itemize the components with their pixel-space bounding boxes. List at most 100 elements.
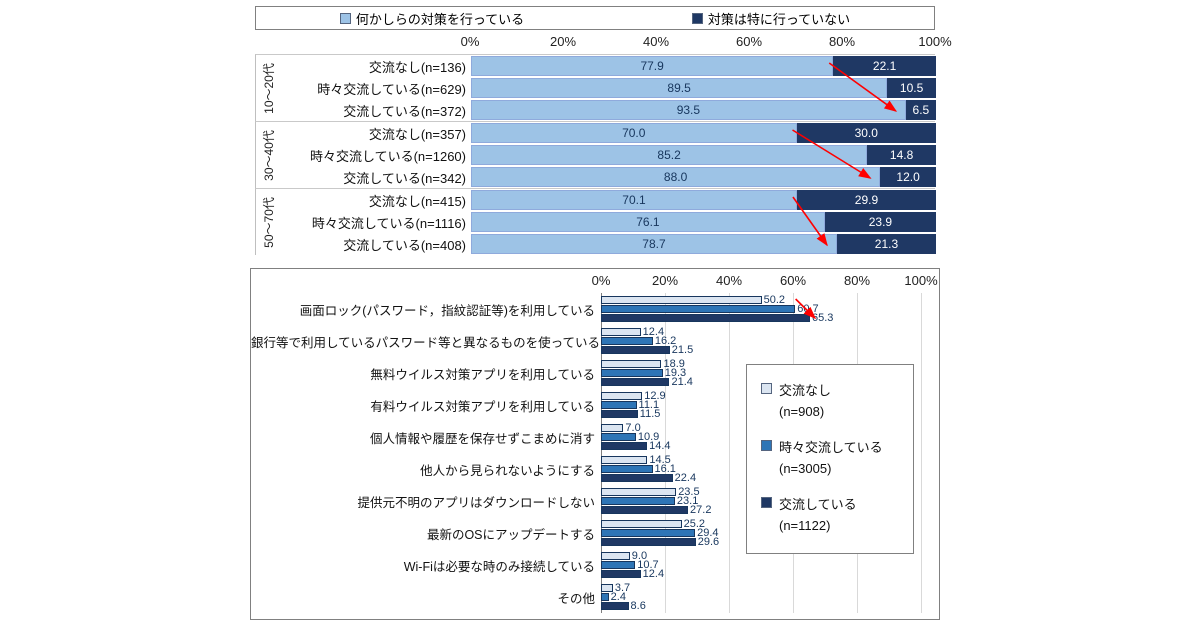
bar-row: 23.5 bbox=[601, 485, 921, 498]
bar bbox=[601, 456, 648, 464]
bar-row: 18.9 bbox=[601, 358, 921, 369]
bar-value: 11.5 bbox=[639, 407, 661, 420]
bar-value: 23.5 bbox=[678, 485, 700, 498]
bar bbox=[601, 424, 624, 432]
stacked-bar: 76.1 23.9 bbox=[471, 212, 936, 232]
category-label: Wi-Fiは必要な時のみ接続している bbox=[403, 559, 595, 574]
axis-tick: 80% bbox=[843, 273, 871, 288]
category-row: 有料ウイルス対策アプリを利用している 12.9 11.1 11.5 bbox=[251, 389, 929, 421]
legend-item: 対策は特に行っていない bbox=[691, 9, 851, 28]
bar-row: 7.0 bbox=[601, 421, 921, 434]
category-row: 無料ウイルス対策アプリを利用している 18.9 19.3 21.4 bbox=[251, 357, 929, 389]
stacked-bar-row: 交流なし(n=415) 70.1 29.9 bbox=[280, 189, 936, 211]
axis-tick: 0% bbox=[460, 34, 480, 49]
age-group-label: 50～70代 bbox=[261, 196, 276, 248]
bar-segment: 70.1 bbox=[471, 190, 797, 210]
category-label: 提供元不明のアプリはダウンロードしない bbox=[357, 495, 595, 510]
bar bbox=[601, 538, 696, 546]
bottom-grouped-chart: 0% 20% 40% 60% 80% 100% 画面ロック(パスワード，指紋認証等)を利用… bbox=[250, 268, 940, 620]
legend-sample-size: (n=1122) bbox=[779, 518, 831, 534]
bar-value: 27.2 bbox=[690, 503, 712, 516]
bar-segment: 76.1 bbox=[471, 212, 825, 232]
bar-row: 10.9 bbox=[601, 431, 921, 442]
age-group: 30～40代 交流なし(n=357) 70.0 30.0 時々交流している(n=1260… bbox=[255, 121, 936, 188]
bar-value: 16.2 bbox=[654, 334, 677, 347]
bar bbox=[601, 401, 637, 409]
legend-label: 何かしらの対策を行っている bbox=[355, 11, 525, 27]
category-row: 他人から見られないようにする 14.5 16.1 22.4 bbox=[251, 453, 929, 485]
bar-segment: 23.9 bbox=[824, 212, 936, 232]
bar-segment: 89.5 bbox=[471, 78, 888, 98]
bar-segment: 14.8 bbox=[867, 145, 936, 165]
stacked-bar-row: 交流なし(n=357) 70.0 30.0 bbox=[280, 122, 936, 144]
bottom-chart-legend: 交流なし (n=908) 時々交流している (n=3005) 交流している (n=1122… bbox=[746, 364, 914, 554]
bar-row: 50.2 bbox=[601, 294, 921, 305]
bar-value: 25.2 bbox=[683, 517, 706, 530]
stacked-bar: 70.1 29.9 bbox=[471, 190, 936, 210]
age-group-label: 10～20代 bbox=[261, 62, 276, 114]
category-bars: 9.0 10.7 12.4 bbox=[601, 549, 921, 580]
bar bbox=[601, 369, 663, 377]
category-row: 画面ロック(パスワード，指紋認証等)を利用している 50.2 60.7 65.3 bbox=[251, 293, 929, 325]
stacked-bar-row: 時々交流している(n=629) 89.5 10.5 bbox=[280, 77, 936, 99]
legend-swatch bbox=[761, 383, 772, 394]
legend-text: 交流なし (n=908) bbox=[779, 381, 831, 423]
bar-row: 16.2 bbox=[601, 334, 921, 347]
bar-value: 12.4 bbox=[642, 325, 665, 338]
bar bbox=[601, 296, 762, 304]
row-label: 時々交流している(n=629) bbox=[317, 81, 466, 97]
row-label: 交流なし(n=357) bbox=[368, 126, 466, 142]
bar bbox=[601, 602, 629, 610]
gridline bbox=[665, 293, 666, 613]
axis-tick: 80% bbox=[828, 34, 856, 49]
category-label: 個人情報や履歴を保存せずこまめに消す bbox=[369, 431, 595, 446]
top-chart-legend: 何かしらの対策を行っている 対策は特に行っていない bbox=[255, 6, 935, 30]
bar bbox=[601, 570, 641, 578]
bar bbox=[601, 584, 613, 592]
bar bbox=[601, 433, 636, 441]
bar-segment: 12.0 bbox=[880, 167, 936, 187]
category-bars: 12.4 16.2 21.5 bbox=[601, 325, 921, 356]
bar-row: 2.4 bbox=[601, 591, 921, 602]
bar-value: 7.0 bbox=[625, 421, 641, 434]
category-label: 有料ウイルス対策アプリを利用している bbox=[370, 399, 595, 414]
category-label: 他人から見られないようにする bbox=[420, 463, 595, 478]
bar-segment: 21.3 bbox=[836, 234, 936, 254]
bar-value: 29.6 bbox=[697, 535, 720, 548]
age-group-label: 30～40代 bbox=[261, 129, 276, 181]
bar-row: 8.6 bbox=[601, 600, 921, 611]
stacked-bar-row: 交流している(n=342) 88.0 12.0 bbox=[280, 166, 936, 188]
category-label: 無料ウイルス対策アプリを利用している bbox=[370, 367, 595, 382]
bar-segment: 88.0 bbox=[471, 167, 881, 187]
bar-segment: 10.5 bbox=[887, 78, 936, 98]
bar bbox=[601, 529, 696, 537]
bar bbox=[601, 305, 796, 313]
bar-value: 12.4 bbox=[642, 567, 665, 580]
bar-value: 21.5 bbox=[671, 343, 694, 356]
category-bars: 14.5 16.1 22.4 bbox=[601, 454, 921, 483]
bar-row: 14.5 bbox=[601, 454, 921, 465]
bar-value: 9.0 bbox=[631, 549, 648, 562]
stacked-bar-row: 交流なし(n=136) 77.9 22.1 bbox=[280, 55, 936, 77]
bottom-chart-plot: 画面ロック(パスワード，指紋認証等)を利用している 50.2 60.7 65.3 銀行等… bbox=[251, 293, 929, 613]
bar-row: 27.2 bbox=[601, 503, 921, 516]
bar-row: 11.5 bbox=[601, 407, 921, 420]
legend-text: 時々交流している (n=3005) bbox=[779, 438, 883, 480]
bar-value: 65.3 bbox=[811, 311, 834, 324]
bar-value: 16.1 bbox=[654, 462, 676, 475]
axis-tick: 20% bbox=[651, 273, 679, 288]
bar bbox=[601, 378, 670, 386]
legend-text: 交流している (n=1122) bbox=[779, 495, 857, 537]
bar-row: 12.9 bbox=[601, 390, 921, 401]
category-row: 個人情報や履歴を保存せずこまめに消す 7.0 10.9 14.4 bbox=[251, 421, 929, 453]
legend-swatch bbox=[761, 497, 772, 509]
bar-value: 10.7 bbox=[637, 558, 659, 571]
bar-value: 19.3 bbox=[664, 366, 687, 379]
category-row: 銀行等で利用しているパスワード等と異なるものを使っている 12.4 16.2 21.5 bbox=[251, 325, 929, 357]
age-group: 10～20代 交流なし(n=136) 77.9 22.1 時々交流している(n=629)… bbox=[255, 54, 936, 121]
legend-label: 交流している bbox=[779, 497, 857, 513]
bar-row: 11.1 bbox=[601, 399, 921, 410]
legend-label: 対策は特に行っていない bbox=[707, 11, 851, 27]
bar bbox=[601, 465, 653, 473]
bar-row: 60.7 bbox=[601, 303, 921, 314]
